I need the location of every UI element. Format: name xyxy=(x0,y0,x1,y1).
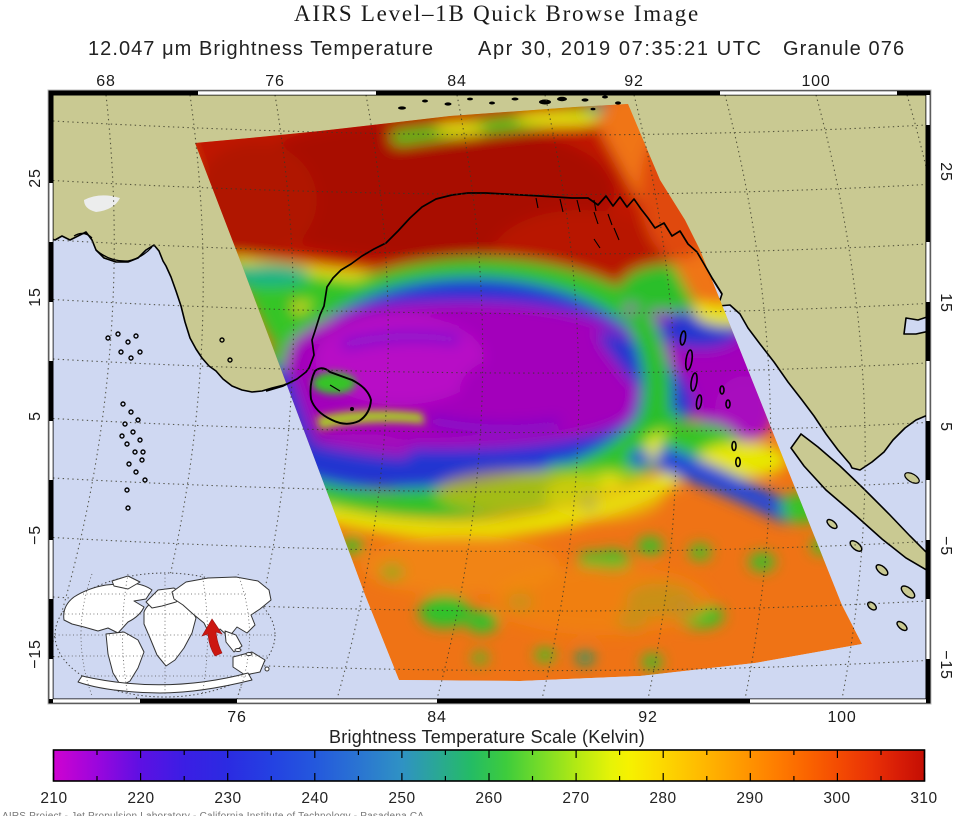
svg-text:Brightness Temperature Scale (: Brightness Temperature Scale (Kelvin) xyxy=(329,727,645,747)
svg-text:25: 25 xyxy=(27,168,44,187)
svg-text:84: 84 xyxy=(427,709,446,726)
svg-text:220: 220 xyxy=(127,790,154,807)
svg-text:230: 230 xyxy=(214,790,241,807)
svg-text:−15: −15 xyxy=(937,650,954,680)
svg-text:−5: −5 xyxy=(937,536,954,556)
svg-text:310: 310 xyxy=(910,790,937,807)
svg-text:76: 76 xyxy=(265,73,284,90)
svg-text:12.047 μm Brightness Temperatu: 12.047 μm Brightness Temperature xyxy=(88,38,434,60)
svg-text:260: 260 xyxy=(475,790,502,807)
svg-text:76: 76 xyxy=(227,709,246,726)
svg-text:280: 280 xyxy=(649,790,676,807)
svg-text:AIRS Level–1B Quick Browse Ima: AIRS Level–1B Quick Browse Image xyxy=(294,1,700,26)
svg-text:290: 290 xyxy=(736,790,763,807)
svg-text:15: 15 xyxy=(27,287,44,306)
svg-text:Granule 076: Granule 076 xyxy=(783,38,905,60)
svg-text:100: 100 xyxy=(827,709,856,726)
svg-text:25: 25 xyxy=(937,162,954,181)
svg-text:92: 92 xyxy=(638,709,657,726)
svg-text:84: 84 xyxy=(447,73,466,90)
svg-text:AIRS Project - Jet Propulsion: AIRS Project - Jet Propulsion Laboratory… xyxy=(2,811,424,816)
svg-text:250: 250 xyxy=(388,790,415,807)
svg-text:5: 5 xyxy=(27,411,44,421)
svg-text:210: 210 xyxy=(40,790,67,807)
svg-text:Apr 30, 2019 07:35:21 UTC: Apr 30, 2019 07:35:21 UTC xyxy=(478,38,763,60)
svg-text:300: 300 xyxy=(823,790,850,807)
svg-text:−15: −15 xyxy=(27,639,44,669)
svg-text:92: 92 xyxy=(624,73,643,90)
svg-text:15: 15 xyxy=(937,293,954,312)
svg-text:270: 270 xyxy=(562,790,589,807)
svg-text:−5: −5 xyxy=(27,525,44,545)
svg-text:240: 240 xyxy=(301,790,328,807)
svg-text:68: 68 xyxy=(96,73,115,90)
svg-text:5: 5 xyxy=(937,422,954,432)
svg-text:100: 100 xyxy=(801,73,830,90)
